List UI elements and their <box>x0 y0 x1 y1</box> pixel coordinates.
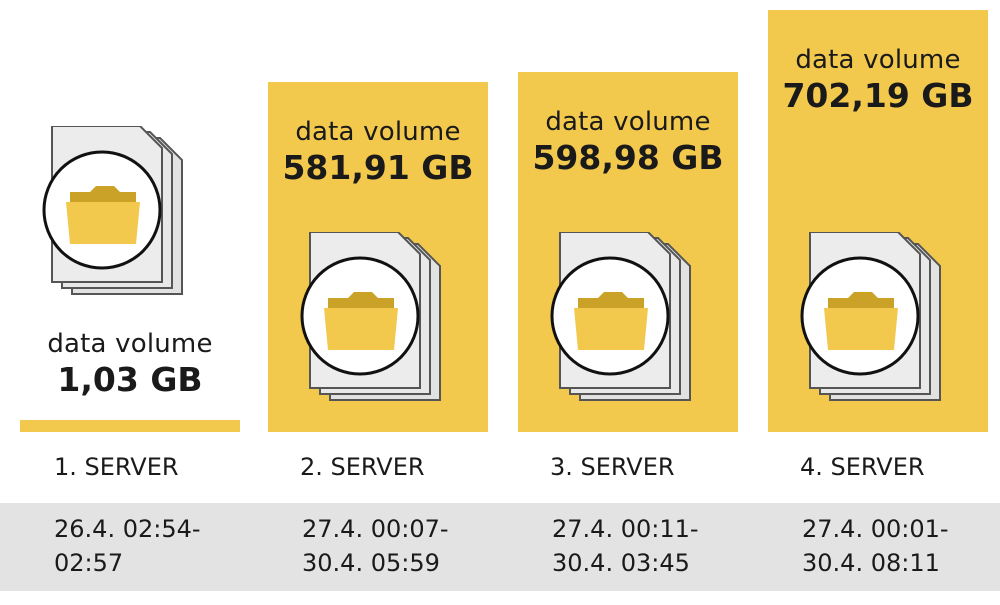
time-range-end: 30.4. 03:45 <box>552 549 690 577</box>
server-column: data volume 581,91 GB 2. SERVER <box>268 0 518 605</box>
value-caption: data volume <box>295 117 461 147</box>
time-range-start: 27.4. 00:01- <box>802 515 949 543</box>
time-range-start: 27.4. 00:07- <box>302 515 449 543</box>
x-tick-label: 1. SERVER <box>54 453 179 481</box>
time-range-end: 02:57 <box>54 549 124 577</box>
server-column: data volume 702,19 GB 4. SERVER <box>768 0 1000 605</box>
value-label-block: data volume 581,91 GB <box>268 116 488 188</box>
bar-server-1 <box>20 420 240 432</box>
data-label: 702,19 GB <box>782 76 974 115</box>
value-caption: data volume <box>795 45 961 75</box>
time-range-label: 27.4. 00:11- 30.4. 03:45 <box>552 512 699 580</box>
value-label-block: data volume 1,03 GB <box>20 328 240 400</box>
value-caption: data volume <box>545 107 711 137</box>
time-range-start: 26.4. 02:54- <box>54 515 201 543</box>
x-tick-label: 2. SERVER <box>300 453 425 481</box>
x-tick-label: 3. SERVER <box>550 453 675 481</box>
value-label-block: data volume 702,19 GB <box>768 44 988 116</box>
folder-document-icon <box>800 231 941 401</box>
data-label: 598,98 GB <box>532 138 724 177</box>
data-label: 1,03 GB <box>57 360 203 399</box>
time-range-start: 27.4. 00:11- <box>552 515 699 543</box>
server-column: data volume 598,98 GB 3. SERVER <box>518 0 768 605</box>
time-range-band <box>0 503 1000 591</box>
file-icon-wrapper <box>40 125 190 310</box>
time-range-label: 26.4. 02:54- 02:57 <box>54 512 201 580</box>
time-range-label: 27.4. 00:07- 30.4. 05:59 <box>302 512 449 580</box>
folder-document-icon <box>300 231 441 401</box>
file-icon-wrapper <box>548 231 698 416</box>
time-range-end: 30.4. 05:59 <box>302 549 440 577</box>
value-label-block: data volume 598,98 GB <box>518 106 738 178</box>
data-label: 581,91 GB <box>282 148 474 187</box>
time-range-end: 30.4. 08:11 <box>802 549 940 577</box>
folder-document-icon <box>550 231 691 401</box>
file-icon-wrapper <box>798 231 948 416</box>
server-column: data volume 1,03 GB 1. SERVER <box>20 0 270 605</box>
time-range-label: 27.4. 00:01- 30.4. 08:11 <box>802 512 949 580</box>
x-tick-label: 4. SERVER <box>800 453 925 481</box>
value-caption: data volume <box>47 329 213 359</box>
folder-document-icon <box>42 125 183 295</box>
file-icon-wrapper <box>298 231 448 416</box>
